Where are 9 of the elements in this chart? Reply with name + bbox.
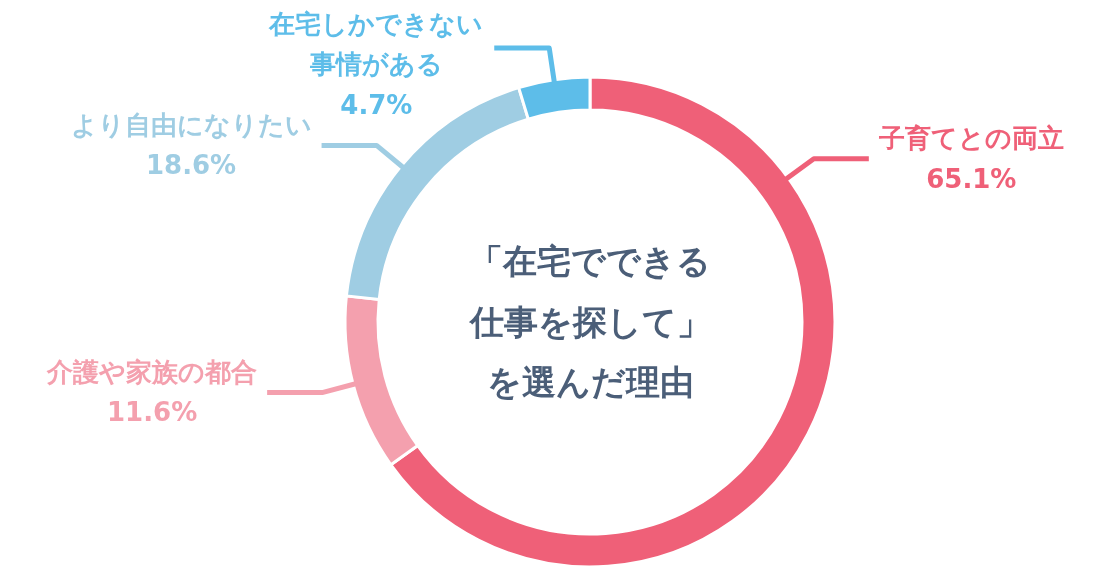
text: 「在宅でできる仕事を探して」を選んだ理由 xyxy=(468,240,713,405)
slice-label: 介護や家族の都合 xyxy=(47,356,258,390)
data-label: 18.6% xyxy=(144,149,238,183)
data-label: 65.1% xyxy=(925,162,1018,196)
slice-label: より自由になりたい xyxy=(70,108,312,142)
data-label: 4.7% xyxy=(340,89,413,120)
slice-label: 子育てとの両立 xyxy=(878,122,1064,156)
data-label: 11.6% xyxy=(106,396,199,430)
slice-label: 在宅しかできない事情がある xyxy=(268,8,485,82)
